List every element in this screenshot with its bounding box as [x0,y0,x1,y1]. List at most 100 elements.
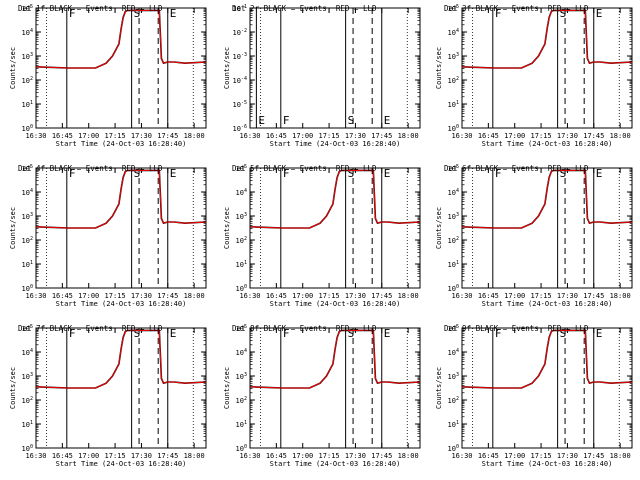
marker-label: F [69,167,76,180]
panel-title: Det 8f BLACK = Events, RED = LLD [232,324,377,333]
y-axis-label: Counts/sec [223,367,231,409]
marker-label: F [69,327,76,340]
x-axis-label: Start Time (24-Oct-03 16:28:40) [270,300,401,308]
series-line-events [461,169,633,229]
series-line-lld [249,169,421,229]
y-tick-label: 102 [448,76,459,85]
x-tick-label: 16:45 [266,132,287,140]
y-tick-label: 103 [22,372,33,381]
x-tick-label: 17:30 [557,132,578,140]
x-tick-label: 18:00 [610,452,631,460]
x-axis-label: Start Time (24-Oct-03 16:28:40) [56,140,187,148]
marker-label: F [495,167,502,180]
y-tick-label: 104 [448,348,459,357]
x-tick-label: 17:15 [105,132,126,140]
marker-label: F [283,114,290,127]
series-line-lld [461,9,633,69]
x-tick-label: 17:15 [319,132,340,140]
x-tick-label: 17:30 [557,452,578,460]
panel-det-1f: 100 101 102 103 104 105 16:30 16:45 17:00 17:15 17… [9,4,207,148]
y-tick-label: 101 [236,260,247,269]
x-tick-label: 17:45 [583,292,604,300]
x-tick-label: 16:30 [239,292,260,300]
panel-title: Det 2r BLACK = Events, RED = LLD [232,4,377,13]
y-tick-label: 102 [22,236,33,245]
x-axis-label: Start Time (24-Oct-03 16:28:40) [270,140,401,148]
marker-label: F [283,167,290,180]
y-tick-label: 101 [448,420,459,429]
x-tick-label: 17:15 [531,292,552,300]
plot-frame [461,327,633,449]
series-line-events [35,9,207,69]
plot-frame [461,7,633,129]
x-axis-label: Start Time (24-Oct-03 16:28:40) [482,460,613,468]
x-tick-label: 17:15 [105,452,126,460]
y-tick-label: 101 [236,420,247,429]
x-tick-label: 16:45 [478,132,499,140]
panel-title: Det 3f BLACK = Events, RED = LLD [444,4,589,13]
marker-label: E [170,7,177,20]
y-tick-label: 104 [448,28,459,37]
y-tick-label: 101 [22,260,33,269]
y-tick-label: 105 [22,164,33,173]
x-tick-label: 17:45 [157,132,178,140]
y-tick-label: 105 [448,164,459,173]
panel-det-9f: 100 101 102 103 104 105 16:30 16:45 17:00 17:15 17… [435,324,633,468]
marker-label: S [560,167,567,180]
x-tick-label: 17:15 [531,452,552,460]
x-tick-label: 16:30 [239,452,260,460]
y-tick-label: 104 [22,28,33,37]
y-tick-label: 103 [22,52,33,61]
y-tick-label: 100 [236,284,247,293]
series-line-events [461,9,633,69]
x-tick-label: 17:45 [157,292,178,300]
y-axis-label: Counts/sec [435,207,443,249]
y-tick-label: 100 [448,124,459,133]
x-tick-label: 18:00 [610,292,631,300]
x-tick-label: 17:45 [583,132,604,140]
x-tick-label: 17:00 [504,452,525,460]
marker-label: S [348,167,355,180]
x-tick-label: 17:15 [531,132,552,140]
series-line-lld [249,329,421,389]
x-axis-label: Start Time (24-Oct-03 16:28:40) [270,460,401,468]
x-tick-label: 17:45 [371,132,392,140]
panel-det-3f: 100 101 102 103 104 105 16:30 16:45 17:00 17:15 17… [435,4,633,148]
panel-title: Det 1f BLACK = Events, RED = LLD [18,4,163,13]
plot-frame [461,167,633,289]
x-tick-label: 16:45 [478,292,499,300]
y-tick-label: 101 [448,260,459,269]
series-line-events [249,329,421,389]
series-line-lld [35,329,207,389]
y-tick-label: 105 [22,324,33,333]
marker-label: S [134,327,141,340]
marker-label: E [384,167,391,180]
y-tick-label: 103 [236,372,247,381]
y-axis-label: Counts/sec [435,47,443,89]
y-tick-label: 100 [448,444,459,453]
x-tick-label: 18:00 [398,132,419,140]
y-tick-label: 103 [448,372,459,381]
x-tick-label: 17:30 [345,452,366,460]
x-tick-label: 17:30 [345,292,366,300]
x-tick-label: 16:30 [25,452,46,460]
panel-title: Det 7f BLACK = Events, RED = LLD [18,324,163,333]
y-tick-label: 103 [448,52,459,61]
marker-label: S [348,114,355,127]
x-tick-label: 16:30 [25,132,46,140]
y-tick-label: 103 [22,212,33,221]
y-tick-label: 102 [22,396,33,405]
panel-title: Det 4f BLACK = Events, RED = LLD [18,164,163,173]
marker-label: E [258,114,265,127]
x-tick-label: 17:00 [292,292,313,300]
marker-label: S [560,327,567,340]
y-tick-label: 10-6 [233,124,247,133]
x-tick-label: 17:00 [292,132,313,140]
panel-det-7f: 100 101 102 103 104 105 16:30 16:45 17:00 17:15 17… [9,324,207,468]
marker-label: F [495,327,502,340]
x-tick-label: 16:30 [451,452,472,460]
plot-frame [35,327,207,449]
y-tick-label: 101 [22,100,33,109]
x-tick-label: 18:00 [184,292,205,300]
